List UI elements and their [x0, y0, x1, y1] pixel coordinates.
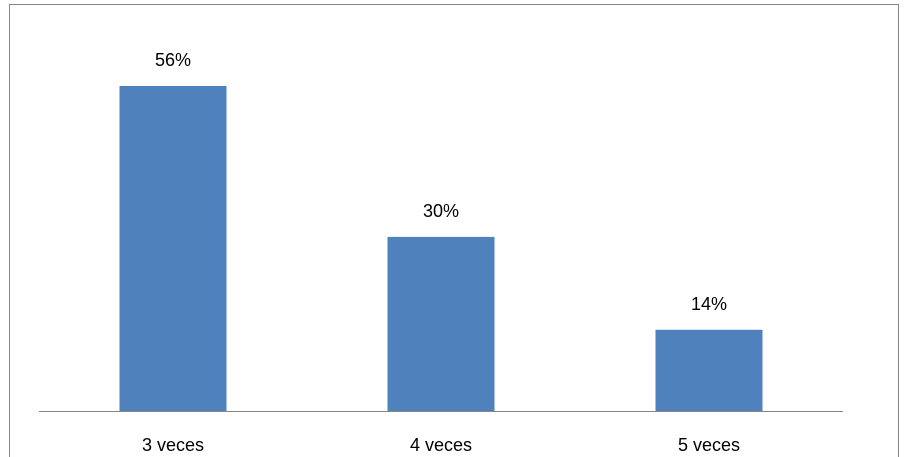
x-tick-label: 4 veces	[410, 435, 472, 455]
x-tick-labels-group: 3 veces 4 veces 5 veces	[142, 435, 740, 455]
data-labels-group: 56% 30% 14%	[155, 50, 727, 314]
bar-5-veces	[655, 329, 763, 412]
bar-4-veces	[387, 236, 495, 411]
bar-3-veces	[119, 86, 227, 411]
data-label: 56%	[155, 50, 191, 70]
chart-border	[9, 4, 899, 457]
bars-group	[119, 86, 763, 412]
data-label: 14%	[691, 294, 727, 314]
x-tick-label: 3 veces	[142, 435, 204, 455]
x-tick-label: 5 veces	[678, 435, 740, 455]
data-label: 30%	[423, 201, 459, 221]
